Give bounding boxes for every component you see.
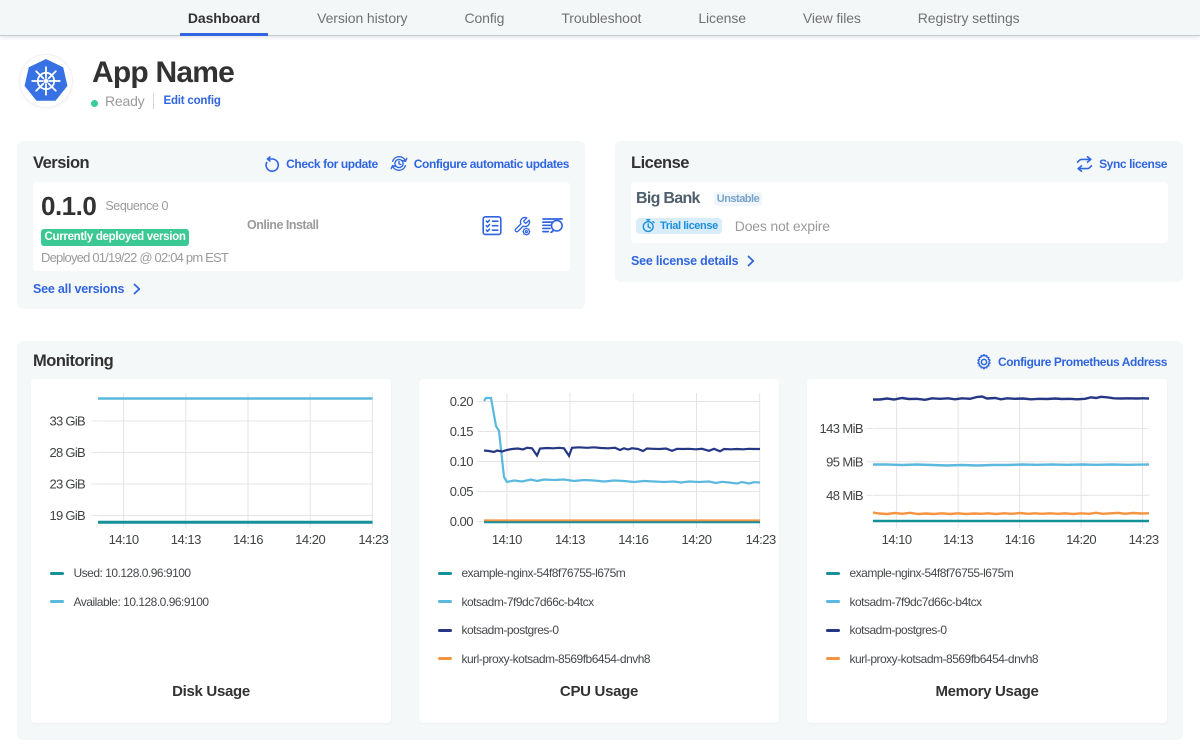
svg-text:14:13: 14:13	[555, 532, 585, 547]
svg-text:14:10: 14:10	[882, 532, 912, 547]
svg-text:14:23: 14:23	[746, 532, 776, 547]
svg-text:48 MiB: 48 MiB	[826, 488, 863, 503]
svg-text:23 GiB: 23 GiB	[49, 477, 85, 492]
svg-text:14:13: 14:13	[171, 532, 201, 547]
svg-text:0.20: 0.20	[450, 394, 474, 409]
svg-text:14:10: 14:10	[109, 532, 139, 547]
svg-text:143 MiB: 143 MiB	[820, 421, 864, 436]
svg-text:14:20: 14:20	[1066, 532, 1096, 547]
svg-text:14:10: 14:10	[492, 532, 522, 547]
svg-text:14:13: 14:13	[943, 532, 973, 547]
svg-text:14:20: 14:20	[295, 532, 325, 547]
svg-text:28 GiB: 28 GiB	[49, 445, 85, 460]
svg-text:0.00: 0.00	[450, 514, 474, 529]
svg-text:19 GiB: 19 GiB	[49, 508, 85, 523]
svg-text:14:16: 14:16	[233, 532, 263, 547]
svg-text:0.10: 0.10	[450, 454, 474, 469]
svg-text:14:23: 14:23	[1129, 532, 1159, 547]
svg-text:14:23: 14:23	[358, 532, 388, 547]
svg-text:14:20: 14:20	[681, 532, 711, 547]
svg-text:14:16: 14:16	[1005, 532, 1035, 547]
svg-text:0.15: 0.15	[450, 424, 474, 439]
svg-text:33 GiB: 33 GiB	[49, 414, 85, 429]
svg-text:14:16: 14:16	[618, 532, 648, 547]
svg-text:95 MiB: 95 MiB	[826, 454, 863, 469]
svg-text:0.05: 0.05	[450, 484, 474, 499]
